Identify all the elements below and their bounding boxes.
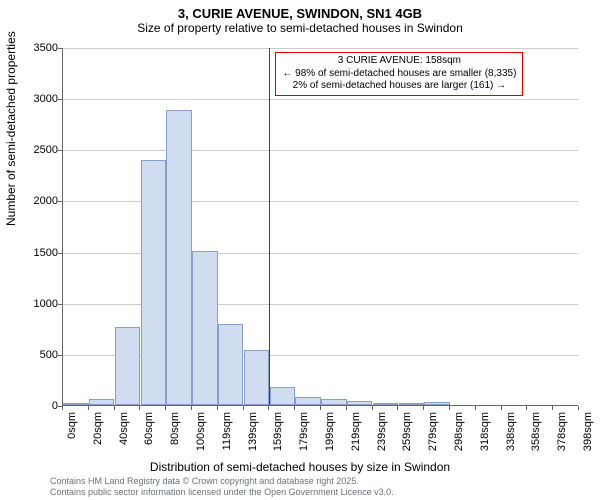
xtick-mark bbox=[294, 406, 295, 410]
xtick-label: 60sqm bbox=[143, 412, 155, 456]
xtick-label: 20sqm bbox=[92, 412, 104, 456]
xtick-mark bbox=[526, 406, 527, 410]
xtick-mark bbox=[552, 406, 553, 410]
ytick-mark bbox=[58, 99, 62, 100]
xtick-mark bbox=[423, 406, 424, 410]
histogram-bar bbox=[141, 160, 166, 405]
chart-plot-area: 3 CURIE AVENUE: 158sqm← 98% of semi-deta… bbox=[62, 48, 578, 406]
xtick-label: 80sqm bbox=[169, 412, 181, 456]
ytick-label: 0 bbox=[22, 400, 58, 412]
annotation-line: ← 98% of semi-detached houses are smalle… bbox=[282, 68, 516, 81]
xtick-label: 119sqm bbox=[221, 412, 233, 456]
ytick-mark bbox=[58, 150, 62, 151]
xtick-label: 0sqm bbox=[66, 412, 78, 456]
gridline bbox=[63, 150, 578, 151]
xtick-label: 179sqm bbox=[298, 412, 310, 456]
histogram-bar bbox=[373, 403, 398, 405]
ytick-label: 500 bbox=[22, 349, 58, 361]
xtick-mark bbox=[139, 406, 140, 410]
histogram-bar bbox=[244, 350, 269, 405]
xtick-label: 318sqm bbox=[479, 412, 491, 456]
histogram-bar bbox=[347, 401, 372, 405]
histogram-bar bbox=[63, 403, 88, 405]
xtick-mark bbox=[243, 406, 244, 410]
xtick-label: 139sqm bbox=[247, 412, 259, 456]
chart-title-block: 3, CURIE AVENUE, SWINDON, SN1 4GB Size o… bbox=[0, 0, 600, 35]
xtick-mark bbox=[114, 406, 115, 410]
xtick-mark bbox=[578, 406, 579, 410]
xtick-mark bbox=[88, 406, 89, 410]
title-sub: Size of property relative to semi-detach… bbox=[0, 21, 600, 35]
xtick-label: 239sqm bbox=[376, 412, 388, 456]
xtick-mark bbox=[346, 406, 347, 410]
ytick-label: 2000 bbox=[22, 195, 58, 207]
xtick-mark bbox=[449, 406, 450, 410]
xtick-mark bbox=[320, 406, 321, 410]
histogram-bar bbox=[399, 403, 424, 405]
xtick-label: 279sqm bbox=[427, 412, 439, 456]
ytick-mark bbox=[58, 304, 62, 305]
xtick-mark bbox=[217, 406, 218, 410]
y-axis-label: Number of semi-detached properties bbox=[4, 31, 18, 226]
gridline bbox=[63, 48, 578, 49]
ytick-label: 3000 bbox=[22, 93, 58, 105]
gridline bbox=[63, 99, 578, 100]
xtick-label: 219sqm bbox=[350, 412, 362, 456]
reference-marker-line bbox=[269, 48, 270, 405]
histogram-bar bbox=[192, 251, 217, 405]
histogram-bar bbox=[424, 402, 449, 405]
ytick-label: 3500 bbox=[22, 42, 58, 54]
x-axis-label: Distribution of semi-detached houses by … bbox=[0, 460, 600, 474]
xtick-mark bbox=[397, 406, 398, 410]
ytick-mark bbox=[58, 201, 62, 202]
histogram-bar bbox=[321, 399, 346, 405]
ytick-mark bbox=[58, 48, 62, 49]
xtick-mark bbox=[475, 406, 476, 410]
histogram-bar bbox=[295, 397, 320, 405]
histogram-bar bbox=[270, 387, 295, 405]
xtick-mark bbox=[268, 406, 269, 410]
xtick-label: 40sqm bbox=[118, 412, 130, 456]
xtick-label: 358sqm bbox=[530, 412, 542, 456]
xtick-label: 298sqm bbox=[453, 412, 465, 456]
ytick-mark bbox=[58, 355, 62, 356]
xtick-label: 398sqm bbox=[582, 412, 594, 456]
annotation-callout: 3 CURIE AVENUE: 158sqm← 98% of semi-deta… bbox=[275, 52, 523, 96]
xtick-label: 199sqm bbox=[324, 412, 336, 456]
histogram-bar bbox=[218, 324, 243, 405]
histogram-bar bbox=[166, 110, 191, 405]
ytick-label: 2500 bbox=[22, 144, 58, 156]
attribution-footer: Contains HM Land Registry data © Crown c… bbox=[50, 476, 394, 498]
footer-line-1: Contains HM Land Registry data © Crown c… bbox=[50, 476, 394, 487]
xtick-label: 338sqm bbox=[505, 412, 517, 456]
annotation-line: 3 CURIE AVENUE: 158sqm bbox=[282, 55, 516, 68]
title-main: 3, CURIE AVENUE, SWINDON, SN1 4GB bbox=[0, 6, 600, 21]
annotation-line: 2% of semi-detached houses are larger (1… bbox=[282, 80, 516, 93]
xtick-mark bbox=[372, 406, 373, 410]
histogram-bar bbox=[89, 399, 114, 405]
xtick-label: 100sqm bbox=[195, 412, 207, 456]
xtick-label: 259sqm bbox=[401, 412, 413, 456]
ytick-label: 1000 bbox=[22, 298, 58, 310]
xtick-mark bbox=[62, 406, 63, 410]
xtick-mark bbox=[501, 406, 502, 410]
xtick-label: 159sqm bbox=[272, 412, 284, 456]
xtick-mark bbox=[191, 406, 192, 410]
footer-line-2: Contains public sector information licen… bbox=[50, 487, 394, 498]
ytick-mark bbox=[58, 253, 62, 254]
histogram-bar bbox=[115, 327, 140, 405]
xtick-label: 378sqm bbox=[556, 412, 568, 456]
ytick-label: 1500 bbox=[22, 247, 58, 259]
xtick-mark bbox=[165, 406, 166, 410]
